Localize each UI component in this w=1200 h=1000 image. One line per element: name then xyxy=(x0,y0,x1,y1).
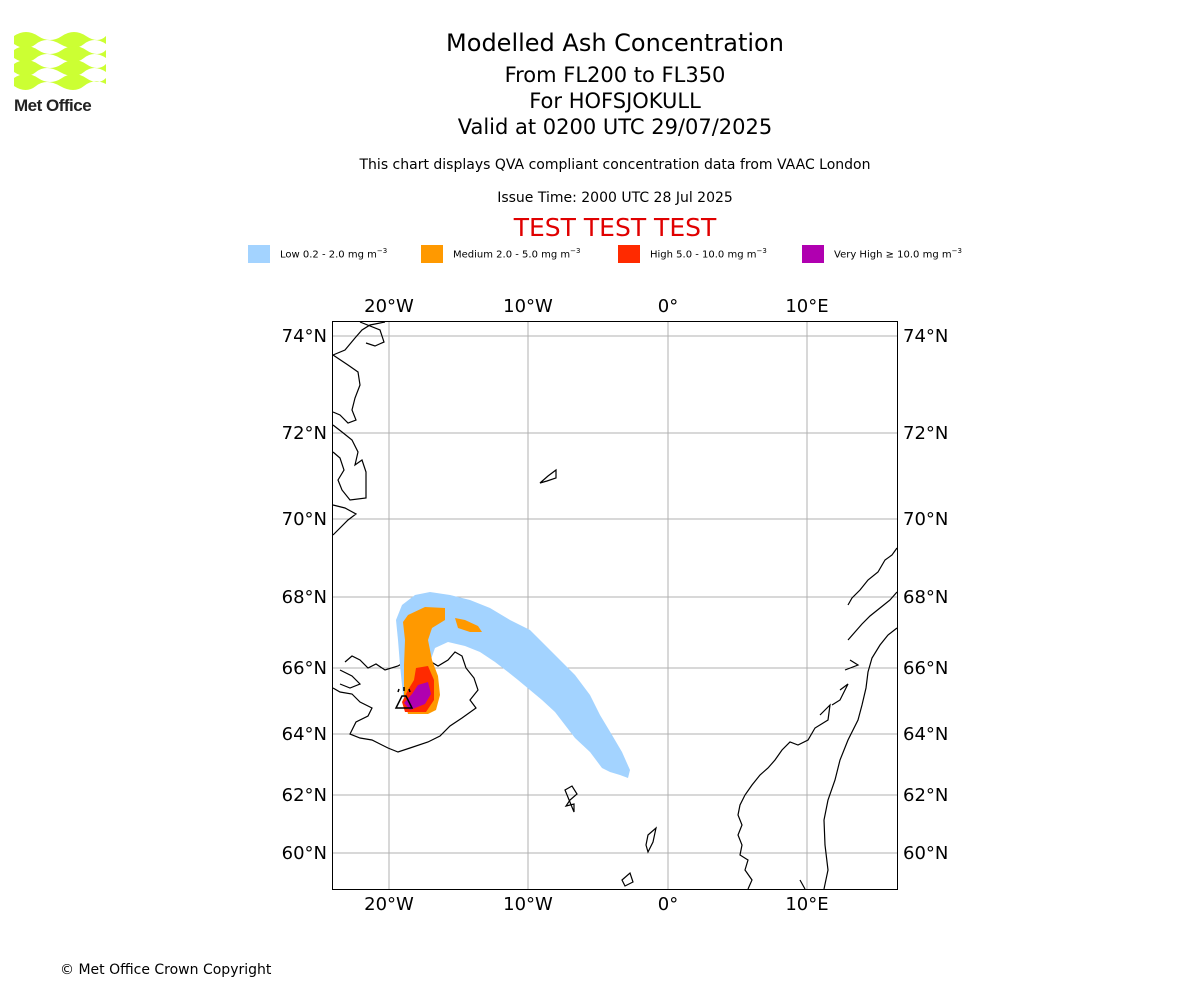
lon-label-top: 20°W xyxy=(364,296,414,317)
lon-labels-bottom: 20°W 10°W 0° 10°E xyxy=(364,894,828,915)
lon-label-top: 0° xyxy=(658,296,678,317)
lat-label-right: 74°N xyxy=(903,326,948,347)
lat-label-right: 70°N xyxy=(903,509,948,530)
lat-label-right: 72°N xyxy=(903,423,948,444)
lat-label-left: 64°N xyxy=(282,724,327,745)
lon-label-bottom: 10°W xyxy=(503,894,553,915)
volcano-name: For HOFSJOKULL xyxy=(529,89,701,113)
valid-time: Valid at 0200 UTC 29/07/2025 xyxy=(457,115,773,139)
met-office-wordmark: Met Office xyxy=(14,96,92,115)
lon-label-top: 10°W xyxy=(503,296,553,317)
norway-coast xyxy=(737,547,898,890)
chart-subtitle: This chart displays QVA compliant concen… xyxy=(359,157,871,173)
met-office-logo: Met Office xyxy=(14,30,110,115)
ash-very-high xyxy=(404,682,431,710)
legend-swatch-medium xyxy=(421,245,443,263)
lon-label-top: 10°E xyxy=(785,296,828,317)
lat-label-left: 66°N xyxy=(282,658,327,679)
lat-label-left: 60°N xyxy=(282,843,327,864)
lat-label-right: 64°N xyxy=(903,724,948,745)
ash-plume xyxy=(396,592,630,778)
legend-label-high: High 5.0 - 10.0 mg m−3 xyxy=(650,247,767,261)
legend-item-very-high: Very High ≥ 10.0 mg m−3 xyxy=(802,244,962,264)
legend-label-medium: Medium 2.0 - 5.0 mg m−3 xyxy=(453,247,581,261)
legend-item-low: Low 0.2 - 2.0 mg m−3 xyxy=(248,244,387,264)
lon-label-bottom: 20°W xyxy=(364,894,414,915)
lon-label-bottom: 0° xyxy=(658,894,678,915)
flight-level-range: From FL200 to FL350 xyxy=(504,63,726,87)
legend-swatch-very-high xyxy=(802,245,824,263)
lat-labels-left: 74°N 72°N 70°N 68°N 66°N 64°N 62°N 60°N xyxy=(282,326,327,864)
volcano-marker-icon xyxy=(394,687,414,709)
greenland-coast xyxy=(332,321,386,536)
chart-title: Modelled Ash Concentration xyxy=(446,29,784,57)
shetland-coast xyxy=(645,826,657,854)
faroe-coast xyxy=(564,785,578,813)
orkney-coast xyxy=(621,871,634,887)
issue-time: Issue Time: 2000 UTC 28 Jul 2025 xyxy=(497,190,733,206)
lat-label-left: 72°N xyxy=(282,423,327,444)
legend-swatch-high xyxy=(618,245,640,263)
coastlines xyxy=(332,321,898,890)
lat-label-right: 66°N xyxy=(903,658,948,679)
test-banner: TEST TEST TEST xyxy=(513,213,717,242)
legend-swatch-low xyxy=(248,245,270,263)
iceland-coast xyxy=(332,651,479,753)
copyright-notice: © Met Office Crown Copyright xyxy=(60,962,272,978)
lat-label-right: 60°N xyxy=(903,843,948,864)
map-frame xyxy=(332,321,898,890)
lon-label-bottom: 10°E xyxy=(785,894,828,915)
lat-label-left: 70°N xyxy=(282,509,327,530)
lat-label-right: 62°N xyxy=(903,785,948,806)
graticule xyxy=(333,322,897,889)
ash-medium-streak xyxy=(455,618,482,632)
legend-item-high: High 5.0 - 10.0 mg m−3 xyxy=(618,244,767,264)
ash-low xyxy=(396,592,630,778)
jan-mayen-coast xyxy=(539,468,557,484)
met-office-logo-waves-icon xyxy=(14,32,106,90)
legend-label-very-high: Very High ≥ 10.0 mg m−3 xyxy=(834,247,962,261)
lat-labels-right: 74°N 72°N 70°N 68°N 66°N 64°N 62°N 60°N xyxy=(903,326,948,864)
lat-label-left: 68°N xyxy=(282,587,327,608)
lat-label-left: 74°N xyxy=(282,326,327,347)
legend-item-medium: Medium 2.0 - 5.0 mg m−3 xyxy=(421,244,580,264)
legend-label-low: Low 0.2 - 2.0 mg m−3 xyxy=(280,247,388,261)
lon-labels-top: 20°W 10°W 0° 10°E xyxy=(364,296,828,317)
lat-label-left: 62°N xyxy=(282,785,327,806)
lat-label-right: 68°N xyxy=(903,587,948,608)
